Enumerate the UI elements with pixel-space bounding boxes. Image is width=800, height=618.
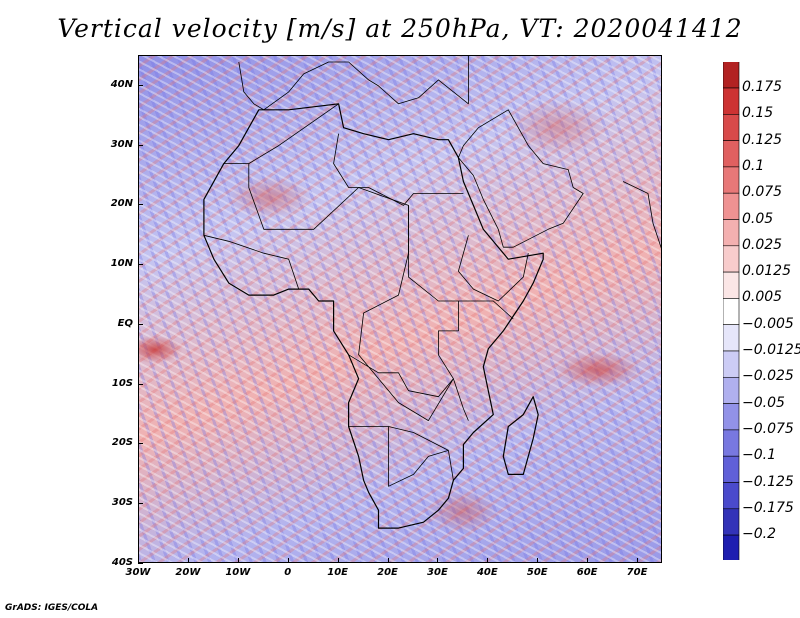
lon-tick-label: 30W	[125, 567, 151, 578]
lat-tick	[138, 443, 143, 445]
colorbar-swatch	[723, 245, 740, 273]
colorbar-swatch	[723, 429, 740, 457]
country-border	[223, 163, 454, 422]
country-border	[248, 103, 339, 164]
country-border	[457, 235, 529, 302]
colorbar-label: 0.125	[742, 131, 783, 148]
colorbar-swatch	[723, 455, 740, 483]
lon-tick	[337, 558, 339, 563]
colorbar	[723, 62, 740, 560]
colorbar-label: −0.2	[742, 526, 776, 543]
lat-tick-label: 10S	[111, 377, 133, 389]
colorbar-swatch	[723, 298, 740, 325]
lon-tick-label: 70E	[626, 567, 648, 578]
colorbar-label: −0.1	[742, 447, 776, 464]
colorbar-label: 0.15	[742, 105, 774, 122]
country-border	[348, 354, 469, 421]
lat-tick	[138, 144, 143, 146]
lon-tick	[437, 558, 439, 563]
lat-tick	[138, 503, 143, 505]
lat-tick-label: 30S	[111, 497, 133, 509]
colorbar-swatch	[723, 87, 740, 115]
colorbar-label: 0.075	[742, 184, 783, 201]
lat-tick	[138, 323, 143, 325]
coastline-layer	[203, 56, 661, 529]
lat-tick-label: 20N	[110, 198, 133, 210]
lon-tick-label: 60E	[576, 567, 598, 578]
lon-tick-label: 20W	[175, 567, 201, 578]
lon-tick	[387, 558, 389, 563]
colorbar-label: −0.05	[742, 394, 785, 411]
lon-tick	[587, 558, 589, 563]
lat-tick	[138, 204, 143, 206]
colorbar-swatch	[723, 534, 740, 560]
country-border	[333, 133, 464, 206]
lat-tick-label: 30N	[110, 138, 133, 150]
lon-tick	[637, 558, 639, 563]
lat-tick-label: 40N	[110, 78, 133, 90]
colorbar-swatch	[723, 376, 740, 404]
colorbar-label: 0.05	[742, 210, 774, 227]
madagascar-coastline	[502, 396, 539, 475]
lon-tick-label: 0	[284, 567, 292, 578]
colorbar-label: 0.1	[742, 157, 765, 174]
country-border	[388, 426, 449, 487]
lat-tick	[138, 563, 143, 564]
colorbar-label: 0.175	[742, 79, 783, 95]
colorbar-swatch	[723, 62, 740, 89]
lon-tick	[187, 558, 189, 563]
lon-tick	[237, 558, 239, 563]
lon-tick-label: 30E	[427, 567, 448, 578]
map-title: Vertical velocity [m/s] at 250hPa, VT: 2…	[57, 14, 743, 43]
arabia-coastline	[458, 109, 584, 248]
country-border	[348, 426, 454, 481]
lon-tick-label: 20E	[377, 567, 398, 578]
africa-coastline	[203, 103, 544, 529]
colorbar-label: −0.175	[742, 499, 794, 516]
grads-credit: GrADS: IGES/COLA	[5, 603, 99, 613]
country-border	[408, 205, 514, 320]
lon-tick	[287, 558, 289, 563]
colorbar-label: −0.125	[742, 473, 794, 490]
lat-tick-label: 10N	[110, 258, 133, 270]
lat-tick	[138, 84, 143, 86]
colorbar-label: −0.025	[742, 368, 794, 385]
lat-tick	[138, 264, 143, 266]
colorbar-label: 0.025	[742, 236, 783, 253]
colorbar-swatch	[723, 350, 740, 378]
lon-tick-label: 10W	[225, 567, 251, 578]
colorbar-swatch	[723, 113, 740, 141]
colorbar-swatch	[723, 403, 740, 431]
colorbar-swatch	[723, 140, 740, 168]
country-border	[203, 234, 300, 290]
india-coastline	[622, 181, 661, 249]
lon-tick-label: 40E	[476, 567, 498, 578]
lat-tick	[138, 383, 143, 385]
lon-tick	[487, 558, 489, 563]
colorbar-swatch	[723, 166, 740, 194]
colorbar-swatch	[723, 482, 740, 510]
colorbar-swatch	[723, 192, 740, 220]
colorbar-swatch	[723, 324, 740, 352]
colorbar-label: 0.005	[742, 289, 783, 306]
colorbar-label: −0.0125	[742, 342, 800, 358]
europe-coastline	[238, 56, 469, 111]
colorbar-swatch	[723, 508, 740, 536]
lat-tick-label: 20S	[111, 437, 133, 449]
lon-tick	[537, 558, 539, 563]
lat-tick-label: EQ	[117, 317, 133, 329]
country-border	[437, 301, 459, 379]
map-panel	[138, 55, 662, 563]
lon-tick	[138, 558, 139, 563]
colorbar-label: −0.005	[742, 315, 794, 332]
lat-tick-label: 40S	[111, 557, 133, 568]
colorbar-swatch	[723, 219, 740, 247]
colorbar-swatch	[723, 271, 740, 299]
colorbar-label: 0.0125	[742, 263, 791, 280]
lon-tick-label: 50E	[526, 567, 548, 578]
colorbar-label: −0.075	[742, 420, 794, 437]
lon-tick-label: 10E	[327, 567, 348, 578]
